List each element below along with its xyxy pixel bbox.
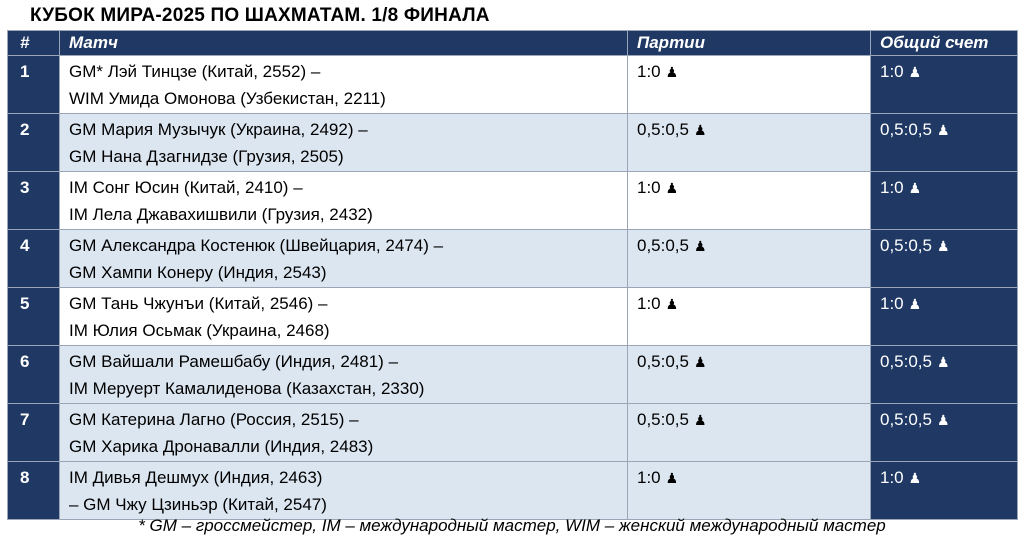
games-score: 1:0 [637, 62, 661, 81]
total-cell: 0,5:0,5 ♟ [870, 229, 1018, 288]
chess-pawn-icon: ♟ [937, 413, 950, 429]
row-number: 1 [7, 55, 60, 114]
player-two: GM Хампи Конеру (Индия, 2543) [69, 263, 327, 282]
chess-pawn-icon: ♟ [908, 65, 922, 81]
total-score: 0,5:0,5 [880, 410, 932, 429]
match-cell: GM Вайшали Рамешбабу (Индия, 2481) – IM … [59, 345, 628, 404]
table-row: 2 GM Мария Музычук (Украина, 2492) – GM … [7, 113, 1018, 172]
player-two: – GM Чжу Цзиньэр (Китай, 2547) [69, 495, 327, 514]
total-score: 1:0 [880, 62, 904, 81]
row-number: 2 [7, 113, 60, 172]
total-cell: 1:0 ♟ [870, 287, 1018, 346]
chess-pawn-icon: ♟ [908, 471, 922, 487]
table-row: 5 GM Тань Чжунъи (Китай, 2546) – IM Юлия… [7, 287, 1018, 346]
results-table: # Матч Партии Общий счет 1 GM* Лэй Тинцз… [7, 30, 1018, 520]
total-cell: 0,5:0,5 ♟ [870, 345, 1018, 404]
table-row: 1 GM* Лэй Тинцзе (Китай, 2552) – WIM Уми… [7, 55, 1018, 114]
games-cell: 0,5:0,5 ♟ [627, 113, 871, 172]
games-cell: 1:0 ♟ [627, 461, 871, 520]
games-score: 0,5:0,5 [637, 120, 689, 139]
total-cell: 1:0 ♟ [870, 55, 1018, 114]
total-score: 1:0 [880, 178, 904, 197]
match-cell: IM Дивья Дешмух (Индия, 2463) – GM Чжу Ц… [59, 461, 628, 520]
player-one: GM Тань Чжунъи (Китай, 2546) – [69, 294, 328, 313]
table-row: 3 IM Сонг Юсин (Китай, 2410) – IM Лела Д… [7, 171, 1018, 230]
total-score: 0,5:0,5 [880, 236, 932, 255]
games-score: 0,5:0,5 [637, 410, 689, 429]
row-number: 6 [7, 345, 60, 404]
chess-pawn-icon: ♟ [665, 181, 679, 197]
table-row: 8 IM Дивья Дешмух (Индия, 2463) – GM Чжу… [7, 461, 1018, 520]
row-number: 3 [7, 171, 60, 230]
table-row: 7 GM Катерина Лагно (Россия, 2515) – GM … [7, 403, 1018, 462]
match-cell: GM Мария Музычук (Украина, 2492) – GM На… [59, 113, 628, 172]
games-score: 1:0 [637, 178, 661, 197]
player-one: IM Сонг Юсин (Китай, 2410) – [69, 178, 303, 197]
total-score: 1:0 [880, 294, 904, 313]
match-cell: IM Сонг Юсин (Китай, 2410) – IM Лела Джа… [59, 171, 628, 230]
match-cell: GM Катерина Лагно (Россия, 2515) – GM Ха… [59, 403, 628, 462]
total-cell: 0,5:0,5 ♟ [870, 113, 1018, 172]
player-two: WIM Умида Омонова (Узбекистан, 2211) [69, 89, 386, 108]
row-number: 7 [7, 403, 60, 462]
total-score: 0,5:0,5 [880, 352, 932, 371]
match-cell: GM Александра Костенюк (Швейцария, 2474)… [59, 229, 628, 288]
chess-pawn-icon: ♟ [694, 123, 707, 139]
player-one: IM Дивья Дешмух (Индия, 2463) [69, 468, 323, 487]
games-cell: 1:0 ♟ [627, 55, 871, 114]
chess-pawn-icon: ♟ [694, 355, 707, 371]
chess-pawn-icon: ♟ [937, 355, 950, 371]
table-row: 6 GM Вайшали Рамешбабу (Индия, 2481) – I… [7, 345, 1018, 404]
table-row: 4 GM Александра Костенюк (Швейцария, 247… [7, 229, 1018, 288]
games-score: 1:0 [637, 468, 661, 487]
games-cell: 1:0 ♟ [627, 171, 871, 230]
chess-pawn-icon: ♟ [937, 239, 950, 255]
chess-pawn-icon: ♟ [908, 297, 922, 313]
row-number: 8 [7, 461, 60, 520]
row-number: 4 [7, 229, 60, 288]
header-num: # [7, 30, 60, 56]
total-cell: 1:0 ♟ [870, 461, 1018, 520]
player-one: GM Мария Музычук (Украина, 2492) – [69, 120, 368, 139]
player-one: GM Вайшали Рамешбабу (Индия, 2481) – [69, 352, 399, 371]
player-one: GM* Лэй Тинцзе (Китай, 2552) – [69, 62, 321, 81]
chess-pawn-icon: ♟ [665, 297, 679, 313]
player-two: GM Харика Дронавалли (Индия, 2483) [69, 437, 374, 456]
row-number: 5 [7, 287, 60, 346]
games-score: 0,5:0,5 [637, 236, 689, 255]
match-cell: GM Тань Чжунъи (Китай, 2546) – IM Юлия О… [59, 287, 628, 346]
games-score: 1:0 [637, 294, 661, 313]
total-score: 1:0 [880, 468, 904, 487]
chess-pawn-icon: ♟ [665, 471, 679, 487]
player-two: IM Юлия Осьмак (Украина, 2468) [69, 321, 330, 340]
header-total: Общий счет [870, 30, 1018, 56]
games-cell: 0,5:0,5 ♟ [627, 403, 871, 462]
player-one: GM Катерина Лагно (Россия, 2515) – [69, 410, 359, 429]
header-match: Матч [59, 30, 628, 56]
total-cell: 1:0 ♟ [870, 171, 1018, 230]
games-cell: 0,5:0,5 ♟ [627, 229, 871, 288]
match-cell: GM* Лэй Тинцзе (Китай, 2552) – WIM Умида… [59, 55, 628, 114]
chess-pawn-icon: ♟ [908, 181, 922, 197]
player-one: GM Александра Костенюк (Швейцария, 2474)… [69, 236, 444, 255]
chess-pawn-icon: ♟ [665, 65, 679, 81]
chess-pawn-icon: ♟ [937, 123, 950, 139]
chess-pawn-icon: ♟ [694, 239, 707, 255]
table-header-row: # Матч Партии Общий счет [7, 30, 1018, 56]
player-two: IM Лела Джавахишвили (Грузия, 2432) [69, 205, 373, 224]
player-two: GM Нана Дзагнидзе (Грузия, 2505) [69, 147, 344, 166]
page-title: КУБОК МИРА-2025 ПО ШАХМАТАМ. 1/8 ФИНАЛА [30, 5, 490, 26]
header-games: Партии [627, 30, 871, 56]
games-cell: 1:0 ♟ [627, 287, 871, 346]
total-cell: 0,5:0,5 ♟ [870, 403, 1018, 462]
games-cell: 0,5:0,5 ♟ [627, 345, 871, 404]
footnote: * GM – гроссмейстер, IM – международный … [138, 516, 886, 535]
games-score: 0,5:0,5 [637, 352, 689, 371]
total-score: 0,5:0,5 [880, 120, 932, 139]
player-two: IM Меруерт Камалиденова (Казахстан, 2330… [69, 379, 425, 398]
chess-pawn-icon: ♟ [694, 413, 707, 429]
